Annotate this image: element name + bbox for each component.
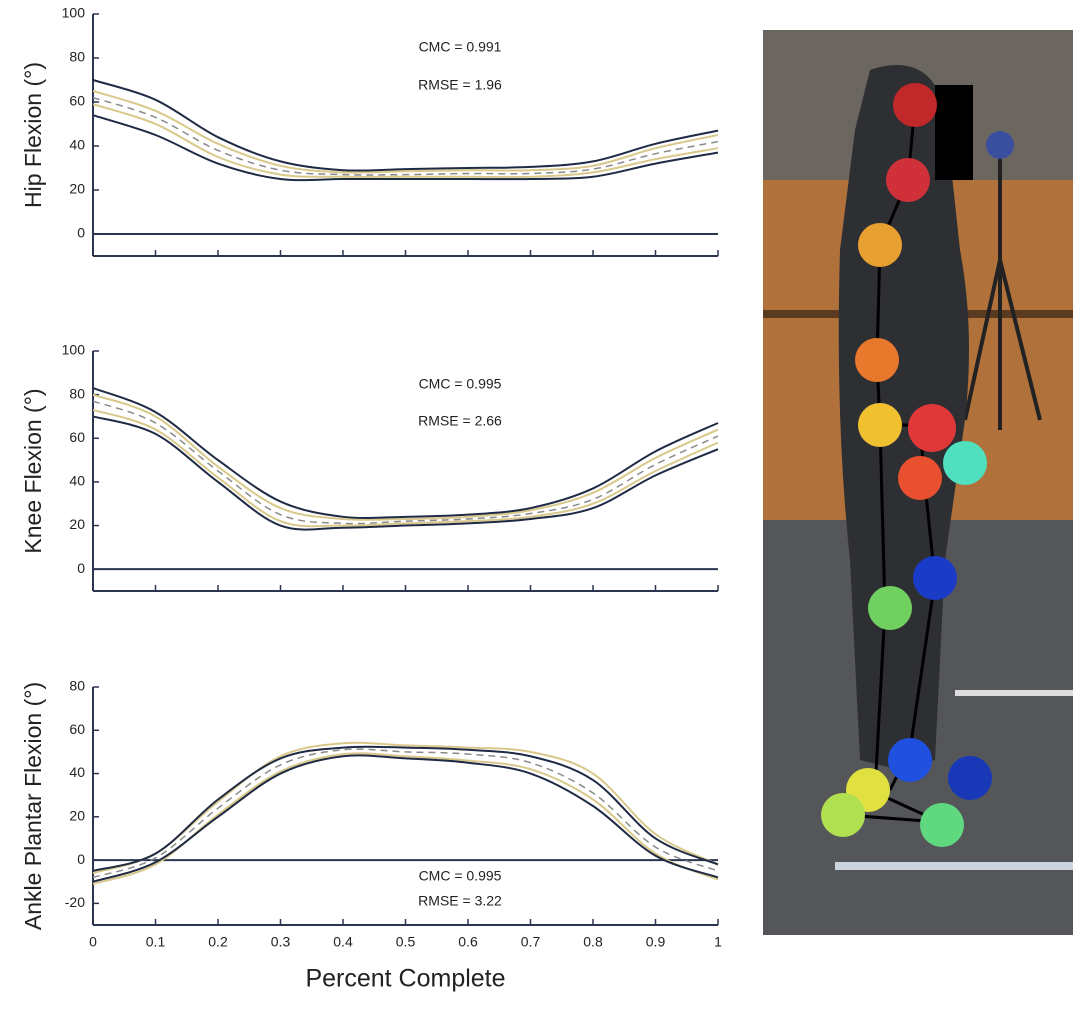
- y-tick-label: 20: [69, 808, 85, 824]
- series-line: [93, 91, 718, 173]
- x-tick-label: 0.7: [521, 934, 541, 950]
- y-tick-label: 20: [69, 516, 85, 532]
- series-line: [93, 747, 718, 871]
- series-line: [93, 755, 718, 881]
- x-tick-label: 0.8: [583, 934, 603, 950]
- joint: [908, 404, 956, 452]
- y-tick-label: 80: [69, 678, 85, 694]
- series-line: [93, 749, 718, 877]
- x-tick-label: 0.3: [271, 934, 291, 950]
- y-axis-label: Knee Flexion (°): [20, 388, 46, 553]
- annotation: RMSE = 3.22: [418, 893, 502, 909]
- series-line: [93, 104, 718, 177]
- y-tick-label: 100: [62, 342, 86, 358]
- joint: [858, 223, 902, 267]
- y-tick-label: 60: [69, 429, 85, 445]
- joint: [855, 338, 899, 382]
- annotation: CMC = 0.995: [419, 376, 502, 392]
- y-tick-label: 40: [69, 137, 85, 153]
- joint: [893, 83, 937, 127]
- x-tick-label: 0.2: [208, 934, 228, 950]
- y-tick-label: 0: [77, 560, 85, 576]
- joint: [898, 456, 942, 500]
- y-axis-label: Ankle Plantar Flexion (°): [20, 682, 46, 930]
- series-line: [93, 410, 718, 526]
- joint: [886, 158, 930, 202]
- y-tick-label: 0: [77, 851, 85, 867]
- joint: [821, 793, 865, 837]
- annotation: RMSE = 2.66: [418, 413, 502, 429]
- floor-line: [835, 862, 1073, 870]
- y-tick-label: -20: [65, 894, 85, 910]
- photo: [763, 30, 1073, 935]
- figure: 020406080100CMC = 0.991RMSE = 1.96Hip Fl…: [0, 0, 1073, 1005]
- joint: [888, 738, 932, 782]
- y-tick-label: 0: [77, 225, 85, 241]
- series-line: [93, 98, 718, 175]
- y-tick-label: 80: [69, 49, 85, 65]
- joint: [943, 441, 987, 485]
- x-tick-label: 1: [714, 934, 722, 950]
- y-tick-label: 40: [69, 764, 85, 780]
- x-tick-label: 0.9: [646, 934, 666, 950]
- x-tick-label: 0.6: [458, 934, 478, 950]
- joint: [913, 556, 957, 600]
- y-tick-label: 80: [69, 385, 85, 401]
- annotation: RMSE = 1.96: [418, 77, 502, 93]
- series-line: [93, 416, 718, 529]
- y-tick-label: 20: [69, 181, 85, 197]
- y-tick-label: 100: [62, 5, 86, 21]
- y-tick-label: 60: [69, 93, 85, 109]
- joint: [858, 403, 902, 447]
- y-axis-label: Hip Flexion (°): [20, 62, 46, 208]
- joint: [948, 756, 992, 800]
- x-tick-label: 0.1: [146, 934, 166, 950]
- joint: [868, 586, 912, 630]
- annotation: CMC = 0.995: [419, 868, 502, 884]
- x-tick-label: 0.5: [396, 934, 416, 950]
- page: {"chart_data": [ {"type": "line", "ylabe…: [0, 0, 1073, 1010]
- y-tick-label: 40: [69, 473, 85, 489]
- series-line: [93, 753, 718, 884]
- face-mask: [935, 85, 973, 180]
- floor-line: [955, 690, 1073, 696]
- annotation: CMC = 0.991: [419, 39, 502, 55]
- x-axis-label: Percent Complete: [305, 965, 505, 993]
- y-tick-label: 60: [69, 721, 85, 737]
- joint: [920, 803, 964, 847]
- series-line: [93, 401, 718, 523]
- x-tick-label: 0.4: [333, 934, 353, 950]
- camera: [986, 131, 1014, 159]
- x-tick-label: 0: [89, 934, 97, 950]
